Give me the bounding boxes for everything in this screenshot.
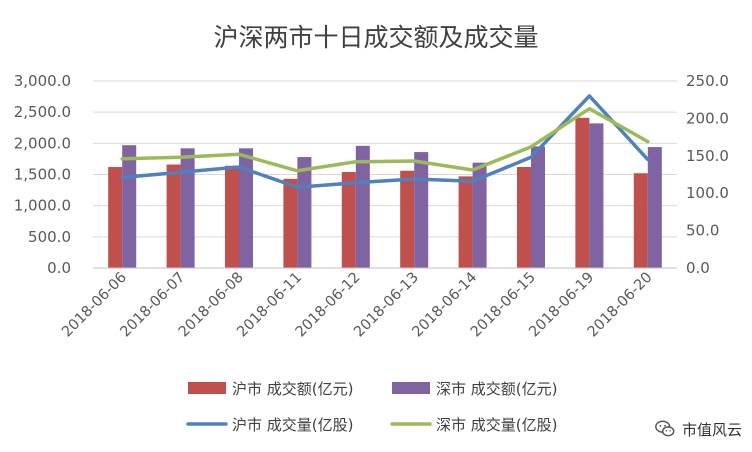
bar-sh-turnover <box>400 170 415 268</box>
bar-sh-turnover <box>108 167 123 268</box>
bar-sz-turnover <box>355 145 370 268</box>
y-left-tick-label: 1,500.0 <box>14 166 71 184</box>
x-axis: 2018-06-062018-06-072018-06-082018-06-11… <box>59 267 677 340</box>
y-right-tick-label: 250.0 <box>686 72 729 90</box>
y-left-tick-label: 1,000.0 <box>14 197 71 215</box>
legend-label: 沪市 成交额(亿元) <box>232 380 353 398</box>
bar-sh-turnover <box>516 167 531 268</box>
bar-sz-turnover <box>647 147 662 268</box>
bar-sh-turnover <box>575 117 590 268</box>
bar-sh-turnover <box>458 176 473 268</box>
bar-sz-turnover <box>472 162 487 268</box>
y-right-tick-label: 0.0 <box>686 259 710 277</box>
y-right-tick-label: 200.0 <box>686 109 729 127</box>
watermark: 市值风云 <box>654 418 742 440</box>
y-right-tick-label: 100.0 <box>686 184 729 202</box>
legend-swatch <box>188 382 226 394</box>
y-left-tick-label: 2,500.0 <box>14 103 71 121</box>
line-series <box>120 94 650 189</box>
bar-sh-turnover <box>224 165 239 268</box>
wechat-icon <box>655 420 675 437</box>
bar-sz-turnover <box>297 157 312 268</box>
y-left-tick-label: 3,000.0 <box>14 72 71 90</box>
bar-sz-turnover <box>531 146 546 268</box>
y-left-tick-label: 2,000.0 <box>14 134 71 152</box>
y-left-tick-label: 500.0 <box>28 228 71 246</box>
y-axis-right: 0.0 50.0 100.0 150.0 200.0 250.0 <box>686 72 729 277</box>
chart-title: 沪深两市十日成交额及成交量 <box>213 23 538 52</box>
watermark-text: 市值风云 <box>681 420 742 439</box>
y-right-tick-label: 50.0 <box>686 222 719 240</box>
bar-sh-turnover <box>341 172 356 268</box>
legend-label: 深市 成交量(亿股) <box>436 416 557 434</box>
legend-label: 沪市 成交量(亿股) <box>232 416 353 434</box>
legend: 沪市 成交额(亿元) 深市 成交额(亿元) 沪市 成交量(亿股) 深市 成交量(亿股) <box>186 380 557 434</box>
bar-sz-turnover <box>589 123 604 269</box>
bar-sz-turnover <box>122 145 137 268</box>
bar-sz-turnover <box>414 152 429 268</box>
y-left-tick-label: 0.0 <box>47 259 71 277</box>
y-axis-left: 0.0 500.0 1,000.0 1,500.0 2,000.0 2,500.0 3,00… <box>14 72 71 277</box>
line-sz-volume <box>120 106 650 173</box>
bar-sh-turnover <box>633 173 648 268</box>
bar-sh-turnover <box>166 164 181 268</box>
line-sh-volume <box>120 94 650 189</box>
bar-sh-turnover <box>283 178 298 268</box>
y-right-tick-label: 150.0 <box>686 147 729 165</box>
bar-series <box>108 117 662 269</box>
legend-label: 深市 成交额(亿元) <box>436 380 557 398</box>
legend-swatch <box>392 382 430 394</box>
bar-sz-turnover <box>239 148 254 268</box>
bar-sz-turnover <box>180 148 195 268</box>
